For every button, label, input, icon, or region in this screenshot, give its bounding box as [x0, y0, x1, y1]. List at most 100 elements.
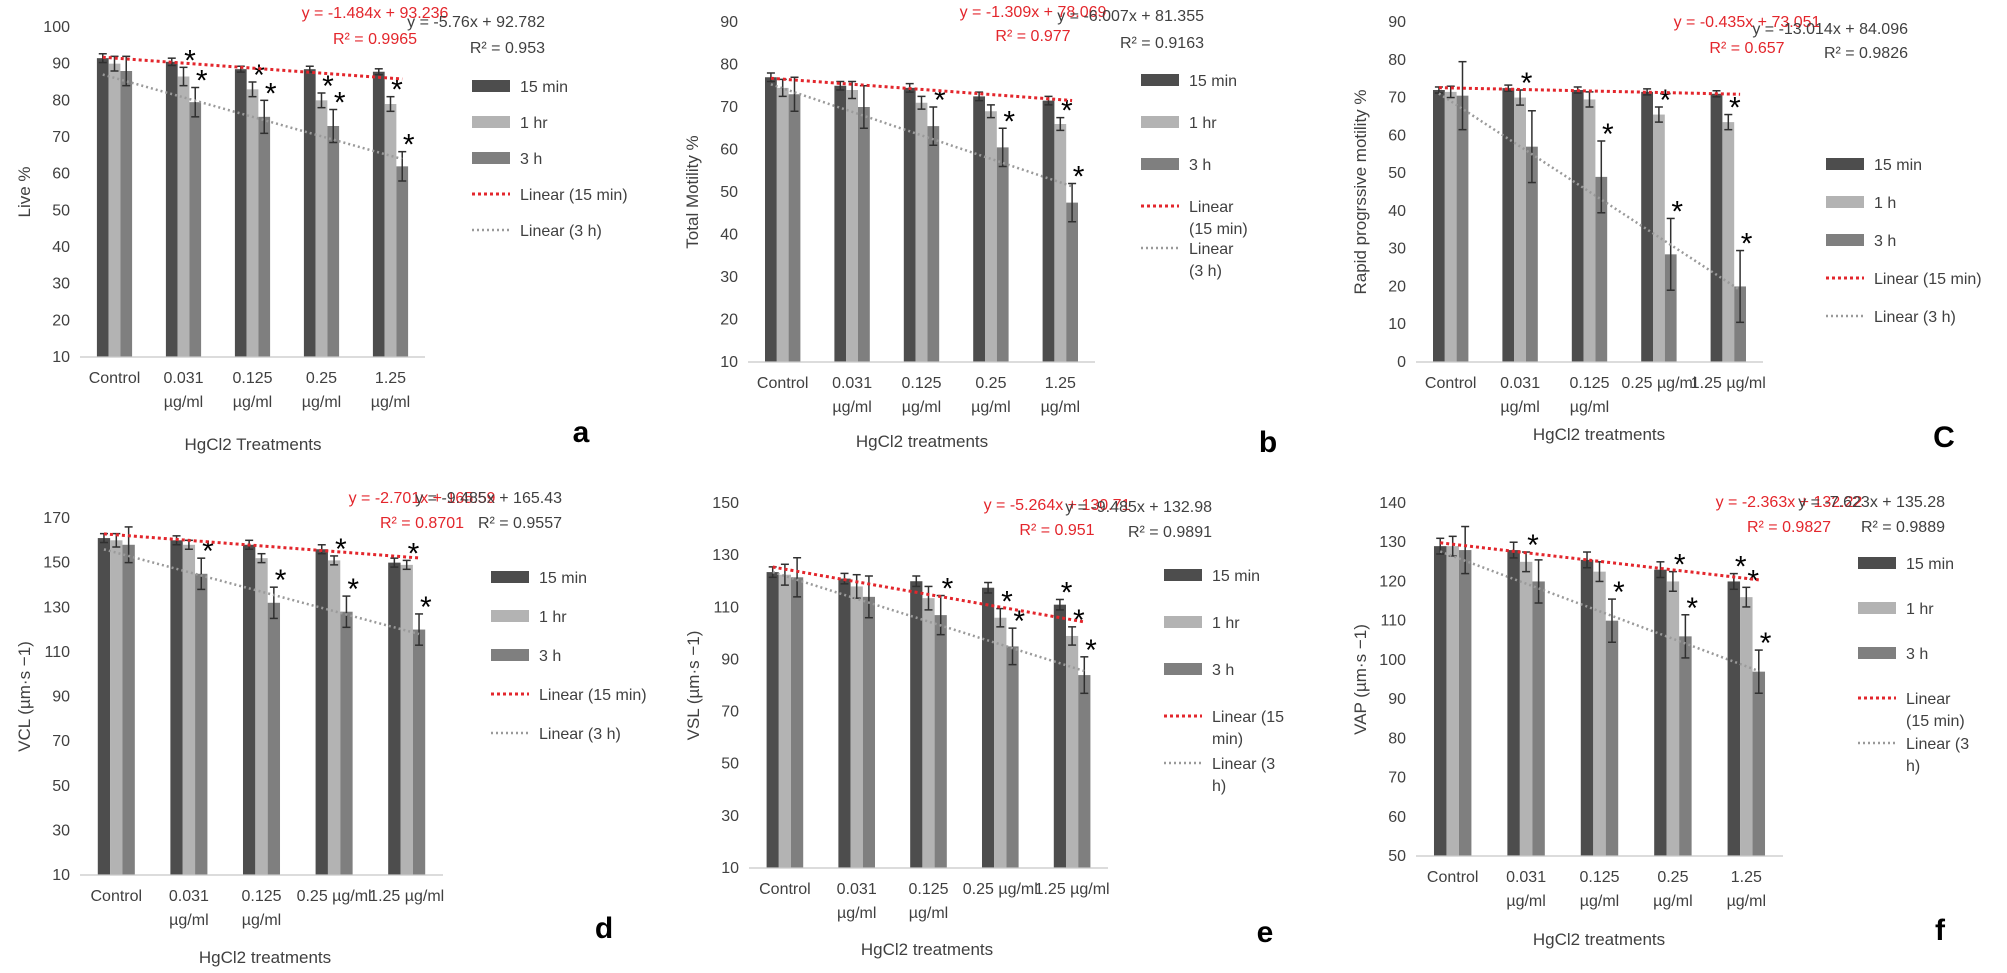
y-tick-label: 70: [52, 129, 70, 146]
equation-3h: y = -13.014x + 84.096: [1752, 21, 1908, 38]
y-tick-label: 10: [52, 867, 70, 884]
significance-star: *: [347, 573, 359, 606]
panel-letter: d: [595, 912, 613, 945]
x-tick-label: 0.031: [837, 881, 877, 898]
legend-label: 3 h: [1874, 233, 1896, 250]
bar-3h-2: [927, 126, 940, 362]
bar-3h-2: [267, 602, 281, 875]
y-tick-label: 60: [1388, 809, 1406, 826]
trendline-15min: [103, 532, 420, 560]
bar-15min-4: [1042, 100, 1055, 362]
bar-15min-0: [766, 572, 779, 868]
bar-15min-3: [981, 587, 995, 868]
y-tick-label: 10: [721, 860, 739, 877]
y-tick-label: 100: [43, 19, 70, 36]
significance-star: *: [275, 564, 287, 597]
x-tick-label: µg/ml: [971, 399, 1010, 416]
y-tick-label: 60: [52, 166, 70, 183]
r2-3h: R² = 0.9557: [478, 515, 562, 532]
significance-star: *: [1674, 549, 1686, 582]
significance-star: *: [334, 87, 346, 120]
x-axis-title: HgCl2 treatments: [856, 432, 988, 451]
significance-star: *: [1061, 576, 1073, 609]
legend-swatch: [472, 116, 510, 128]
legend-linear3-label: Linear (3: [1212, 756, 1275, 773]
equation-3h: y = -9.485x + 165.43: [415, 490, 562, 507]
x-tick-label: µg/ml: [837, 905, 876, 922]
bar-3h-3: [327, 126, 340, 357]
x-tick-label: 1.25: [1731, 869, 1762, 886]
significance-star: *: [1613, 576, 1625, 609]
significance-star: *: [1660, 84, 1672, 117]
legend-swatch: [1858, 557, 1896, 569]
trendline-3h: [770, 83, 1073, 188]
y-tick-label: 90: [52, 689, 70, 706]
y-tick-label: 10: [1388, 316, 1406, 333]
significance-star: *: [1686, 592, 1698, 625]
x-tick-label: µg/ml: [164, 394, 203, 411]
bar-1hr-1: [846, 90, 858, 362]
bar-15min-1: [170, 540, 183, 875]
legend-label: 15 min: [1189, 73, 1237, 90]
y-tick-label: 170: [43, 510, 70, 527]
legend-swatch: [1858, 602, 1896, 614]
bar-3h-3: [340, 611, 353, 875]
legend-swatch: [1141, 116, 1179, 128]
legend-linear3-label: (3 h): [1189, 263, 1222, 280]
y-tick-label: 90: [720, 14, 738, 31]
bar-1hr-0: [1446, 546, 1459, 856]
y-tick-label: 70: [1388, 90, 1406, 107]
legend-label: 3 h: [539, 648, 561, 665]
bar-1hr-0: [776, 87, 789, 362]
significance-star: *: [265, 77, 277, 110]
trendline-3h: [103, 548, 420, 636]
x-tick-label: Control: [757, 375, 809, 392]
significance-star: *: [1061, 95, 1073, 128]
bar-1hr-4: [1054, 124, 1067, 362]
bar-1hr-3: [985, 111, 997, 362]
legend-swatch: [491, 571, 529, 583]
y-tick-label: 70: [720, 99, 738, 116]
x-tick-label: µg/ml: [1570, 399, 1609, 416]
bar-3h-2: [1595, 176, 1608, 362]
x-axis-title: HgCl2 Treatments: [185, 435, 322, 454]
legend-label: 3 h: [1906, 646, 1928, 663]
y-tick-label: 80: [52, 92, 70, 109]
bar-1hr-2: [1593, 571, 1606, 856]
significance-star: *: [403, 129, 415, 162]
bar-1hr-2: [922, 598, 935, 868]
bar-15min-1: [165, 61, 178, 357]
legend-linear15-label: (15 min): [1906, 713, 1965, 730]
x-axis-title: HgCl2 treatments: [861, 940, 993, 959]
bar-3h-4: [1734, 286, 1746, 362]
equation-15min: y = -5.264x + 130.71: [984, 497, 1131, 514]
legend-linear15-label: Linear (15: [1212, 709, 1284, 726]
y-tick-label: 10: [52, 349, 70, 366]
x-tick-label: µg/ml: [1041, 399, 1080, 416]
legend-label: 1 hr: [1212, 615, 1240, 632]
trendline-3h: [1439, 550, 1760, 673]
y-tick-label: 50: [1388, 848, 1406, 865]
trendline-15min: [772, 565, 1085, 624]
bar-15min-3: [1641, 91, 1654, 362]
x-axis-title: HgCl2 treatments: [1533, 930, 1665, 949]
bar-1hr-4: [1722, 122, 1735, 362]
significance-star: *: [1747, 564, 1759, 597]
r2-15min: R² = 0.9965: [333, 31, 417, 48]
significance-star: *: [934, 84, 946, 117]
legend-swatch: [1826, 234, 1864, 246]
x-axis-title: HgCl2 treatments: [199, 948, 331, 967]
y-tick-label: 80: [720, 57, 738, 74]
legend-label: 1 hr: [1906, 601, 1934, 618]
y-tick-label: 20: [52, 312, 70, 329]
significance-star: *: [1521, 67, 1533, 100]
bar-3h-2: [934, 615, 947, 868]
legend-label: 15 min: [1906, 556, 1954, 573]
bar-15min-2: [903, 87, 916, 362]
x-tick-label: Control: [89, 370, 141, 387]
x-tick-label: µg/ml: [1580, 893, 1619, 910]
bar-15min-1: [1502, 88, 1515, 362]
equation-15min: y = -0.435x + 73.051: [1674, 14, 1821, 31]
bar-3h-0: [1456, 95, 1469, 363]
bar-1hr-4: [400, 564, 413, 875]
